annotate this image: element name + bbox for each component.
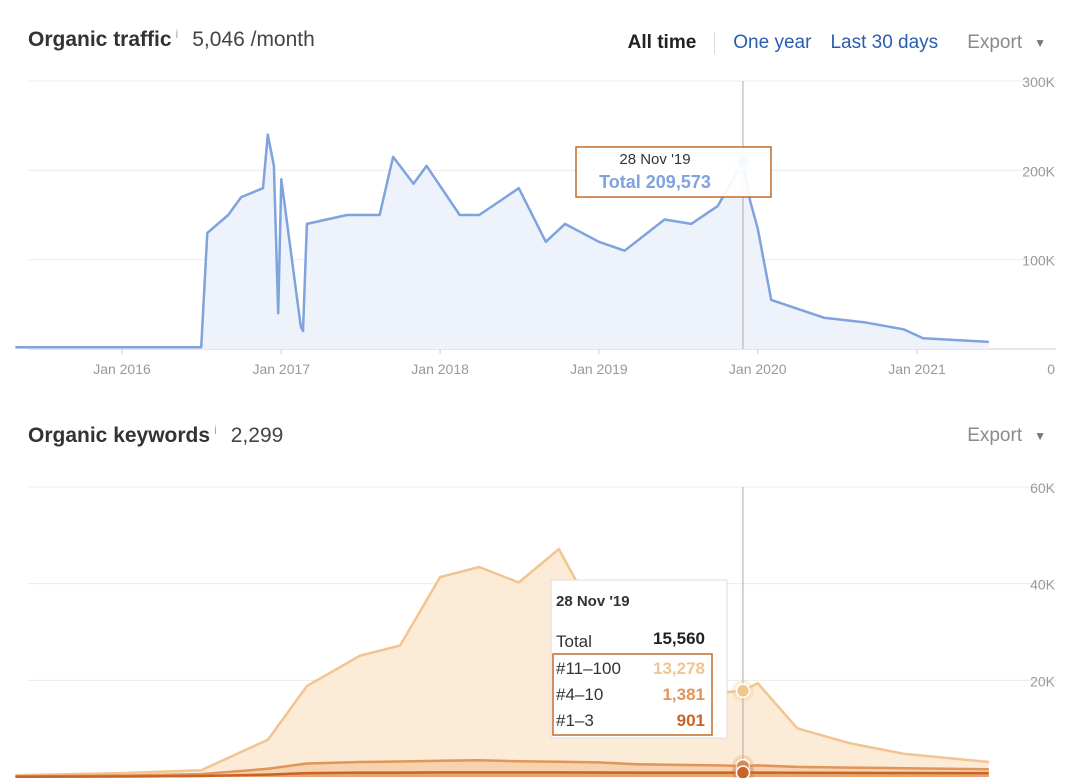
x-tick-label: Jan 2021 (888, 361, 946, 377)
keywords-header: Organic keywords i 2,299 (28, 423, 284, 448)
tooltip-date: 28 Nov '19 (619, 151, 690, 168)
x-tick-label: Jan 2018 (411, 361, 469, 377)
y-tick-label: 20K (1030, 673, 1056, 689)
divider (714, 32, 716, 54)
triangle-down-icon: ▼ (1034, 429, 1046, 443)
tooltip-panel (550, 579, 728, 739)
tooltip-breakdown-box (552, 653, 713, 736)
y-tick-label: 300K (1022, 74, 1055, 90)
traffic-title: Organic traffic (28, 28, 172, 51)
tooltip-row-label: #4–10 (556, 685, 603, 704)
hover-point (735, 765, 751, 778)
tooltip-row-label: #11–100 (556, 659, 621, 678)
tooltip-box (575, 146, 772, 198)
series-top-11-100-area (15, 549, 989, 777)
traffic-info-icon[interactable]: i (175, 27, 179, 41)
triangle-down-icon: ▼ (1034, 36, 1046, 50)
y-tick-label: 40K (1030, 577, 1056, 593)
tooltip-row-value: 901 (677, 711, 705, 730)
tooltip-total-value: 15,560 (653, 629, 705, 648)
traffic-line (15, 133, 989, 349)
keywords-controls: Export ▼ (967, 425, 1046, 447)
traffic-controls: All time One year Last 30 days Export ▼ (628, 32, 1046, 54)
traffic-export-label: Export (967, 32, 1023, 53)
traffic-header: Organic traffic i 5,046 /month (28, 27, 315, 52)
tooltip-total-label: Total (556, 632, 592, 651)
y-tick-label: 0 (1047, 361, 1055, 377)
keywords-chart[interactable]: 20K 40K 60K 28 Nov '19 Total 15,560 #11–100 13,… (0, 470, 1080, 778)
traffic-value: 5,046 /month (192, 28, 315, 51)
series-top-4-10-line (15, 759, 989, 778)
y-tick-label: 100K (1022, 253, 1055, 269)
range-one-year[interactable]: One year (733, 32, 812, 53)
series-top-1-3-line (15, 771, 989, 778)
x-tick-label: Jan 2017 (252, 361, 310, 377)
x-tick-label: Jan 2016 (93, 361, 151, 377)
traffic-chart[interactable]: 0 100K 200K 300K Jan 2016 Jan 2017 Jan 2018 Jan… (0, 0, 1080, 400)
hover-point (735, 683, 751, 699)
y-tick-label: 200K (1022, 163, 1055, 179)
range-last-30-days[interactable]: Last 30 days (830, 32, 939, 53)
keywords-export-label: Export (967, 425, 1023, 446)
keywords-export-button[interactable]: Export ▼ (967, 425, 1046, 447)
traffic-export-button[interactable]: Export ▼ (967, 32, 1046, 54)
tooltip-row-label: #1–3 (556, 711, 594, 730)
x-tick-label: Jan 2019 (570, 361, 628, 377)
tooltip-row-value: 1,381 (662, 685, 705, 704)
tooltip-row-value: 13,278 (653, 659, 705, 678)
keywords-title: Organic keywords (28, 424, 211, 447)
tooltip-date: 28 Nov '19 (556, 593, 630, 610)
keywords-value: 2,299 (230, 424, 284, 447)
tooltip-total: Total 209,573 (599, 172, 711, 192)
x-tick-label: Jan 2020 (729, 361, 787, 377)
y-tick-label: 60K (1030, 480, 1056, 496)
series-top-11-100-line (15, 547, 989, 777)
range-all-time[interactable]: All time (627, 32, 697, 53)
keywords-info-icon[interactable]: i (214, 423, 217, 437)
traffic-area (15, 134, 989, 349)
